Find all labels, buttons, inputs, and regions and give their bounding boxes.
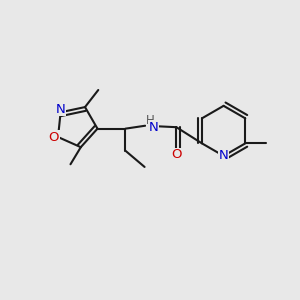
Text: N: N [56,103,65,116]
Text: N: N [148,121,158,134]
Text: H: H [146,114,155,127]
Text: O: O [171,148,181,161]
Text: N: N [219,149,229,162]
Text: O: O [48,130,59,143]
